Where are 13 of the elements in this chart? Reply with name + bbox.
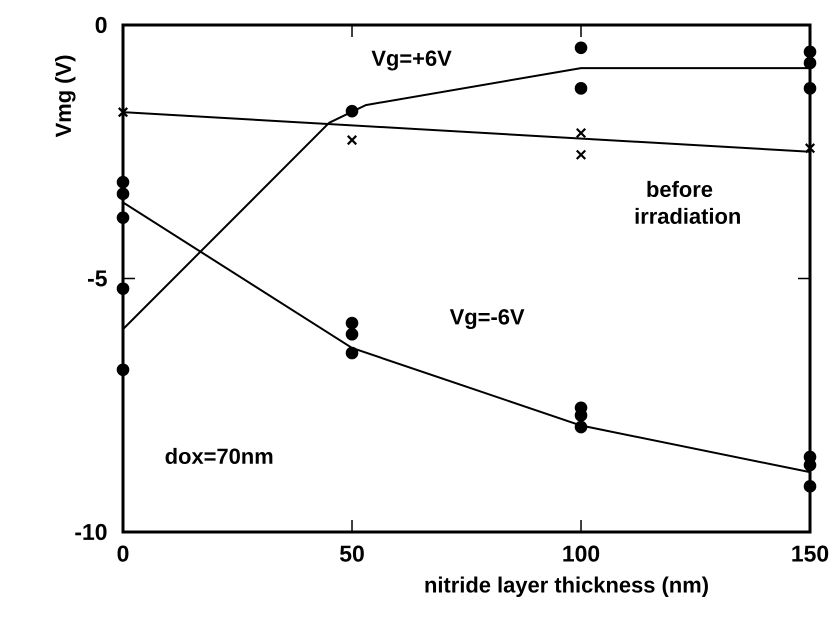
annotation: before irradiation [636, 180, 740, 224]
y-tick-label: -5 [88, 270, 107, 286]
annotation: dox=70nm [166, 448, 272, 464]
x-tick-label: 50 [340, 546, 364, 562]
annotation: Vg=-6V [450, 309, 524, 330]
x-tick-label: 150 [792, 546, 828, 562]
y-tick-label: -10 [75, 524, 107, 540]
x-tick-label: 100 [563, 546, 600, 562]
x-axis-title: nitride layer thickness (nm) [425, 576, 708, 597]
y-tick-label: 0 [96, 16, 107, 34]
y-axis-title: Vmg (V) [54, 56, 76, 138]
annotation: Vg=+6V [371, 50, 452, 70]
x-tick-label: 0 [118, 546, 128, 562]
